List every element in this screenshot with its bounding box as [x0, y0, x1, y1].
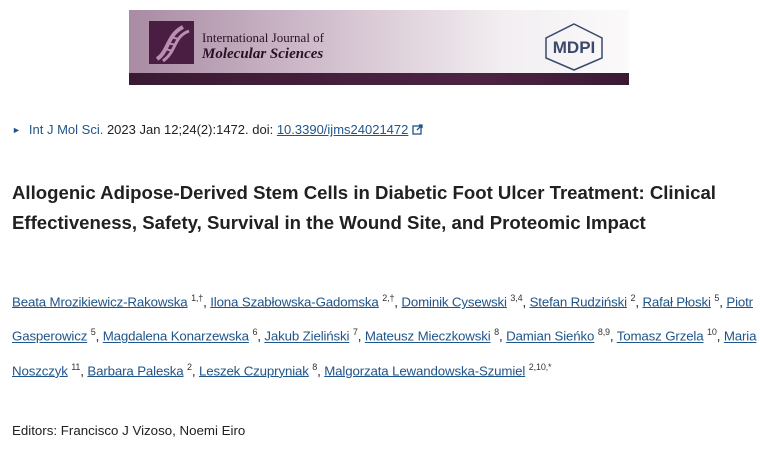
- affiliation-sup[interactable]: 8,9: [597, 327, 610, 338]
- expand-triangle-icon[interactable]: ►: [12, 125, 21, 135]
- journal-abbrev[interactable]: Int J Mol Sci.: [28, 122, 104, 137]
- citation-line: ► Int J Mol Sci. 2023 Jan 12;24(2):1472. …: [12, 122, 423, 137]
- author-link[interactable]: Damian Sieńko: [506, 328, 595, 344]
- author-link[interactable]: Maria Noszczyk: [12, 328, 757, 379]
- doi-link[interactable]: 10.3390/ijms24021472: [276, 122, 409, 137]
- affiliation-sup[interactable]: 2: [187, 361, 192, 372]
- author-link[interactable]: Rafał Płoski: [642, 294, 711, 310]
- affiliation-sup[interactable]: 6: [252, 327, 258, 338]
- affiliation-sup[interactable]: 10: [707, 327, 717, 338]
- affiliation-sup[interactable]: 2,10,*: [528, 361, 552, 372]
- affiliation-sup[interactable]: 11: [71, 361, 81, 372]
- author-link[interactable]: Piotr Gasperowicz: [12, 294, 753, 344]
- affiliation-sup[interactable]: 5: [90, 327, 96, 338]
- external-link-icon[interactable]: [412, 122, 423, 137]
- affiliation-sup[interactable]: 5: [714, 293, 720, 303]
- author-link[interactable]: Leszek Czupryniak: [198, 363, 309, 379]
- svg-text:MDPI: MDPI: [553, 38, 596, 57]
- citation-details: 2023 Jan 12;24(2):1472. doi:: [103, 122, 277, 137]
- editors: Editors: Francisco J Vizoso, Noemi Eiro: [12, 423, 246, 438]
- author-link[interactable]: Beata Mrozikiewicz-Rakowska: [12, 294, 188, 310]
- banner-bar: [129, 73, 629, 85]
- dna-logo-icon: [149, 21, 194, 64]
- author-list: Beata Mrozikiewicz-Rakowska 1,†, Ilona S…: [12, 293, 757, 379]
- affiliation-sup[interactable]: 2: [630, 293, 636, 303]
- author-link[interactable]: Tomasz Grzela: [616, 328, 704, 344]
- article-title: Allogenic Adipose-Derived Stem Cells in …: [12, 182, 716, 233]
- affiliation-sup[interactable]: 8: [494, 327, 499, 338]
- author-link[interactable]: Ilona Szabłowska-Gadomska: [210, 294, 379, 310]
- author-link[interactable]: Malgorzata Lewandowska-Szumiel: [324, 363, 526, 379]
- author-link[interactable]: Stefan Rudziński: [529, 294, 628, 310]
- mdpi-logo-icon: MDPI: [545, 23, 603, 71]
- author-link[interactable]: Dominik Cysewski: [401, 294, 507, 310]
- journal-name: International Journal of Molecular Scien…: [202, 30, 325, 62]
- author-link[interactable]: Barbara Paleska: [87, 363, 184, 379]
- author-link[interactable]: Mateusz Mieczkowski: [364, 328, 491, 344]
- author-link[interactable]: Jakub Zieliński: [264, 328, 350, 344]
- affiliation-sup[interactable]: 3,4: [510, 293, 523, 303]
- affiliation-sup[interactable]: 2,†: [382, 293, 395, 303]
- affiliation-sup[interactable]: 1,†: [191, 293, 204, 303]
- journal-banner: International Journal of Molecular Scien…: [129, 10, 629, 85]
- author-link[interactable]: Magdalena Konarzewska: [102, 328, 249, 344]
- affiliation-sup[interactable]: 7: [352, 327, 358, 338]
- affiliation-sup[interactable]: 8: [312, 361, 318, 372]
